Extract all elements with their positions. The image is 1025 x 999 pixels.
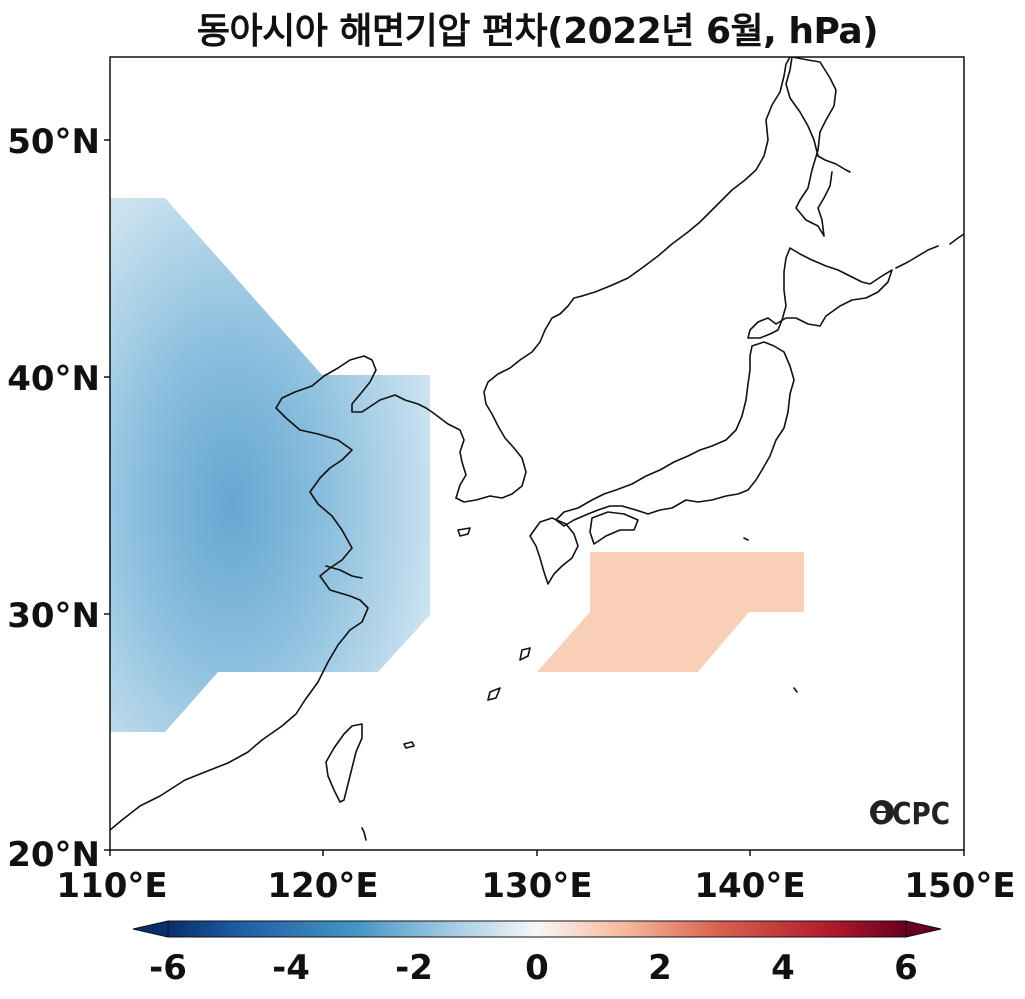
colorbar-tick-label: -6 [149,948,187,988]
lon-axis: 110°E 120°E 130°E 140°E 150°E [56,850,1016,906]
logo-text: OCPC [870,797,950,832]
positive-anomaly-region [537,552,804,672]
lon-tick-label: 110°E [56,866,167,906]
colorbar-extend-right [905,920,942,938]
coastlines [110,57,964,841]
colorbar-tick-label: 2 [648,948,672,988]
lon-tick-label: 130°E [481,866,592,906]
colorbar-tick-label: -4 [272,948,310,988]
lon-tick-label: 150°E [904,866,1015,906]
lat-tick-label: 50°N [7,122,100,162]
lat-tick-label: 30°N [7,596,100,636]
lat-axis: 20°N 30°N 40°N 50°N [7,122,110,875]
colorbar-tick-label: 6 [894,948,918,988]
lat-tick-label: 20°N [7,835,100,875]
colorbar-tick-label: -2 [395,948,433,988]
colorbar-extend-left [132,920,169,938]
colorbar-tick-label: 0 [525,948,549,988]
lon-tick-label: 140°E [694,866,805,906]
map-title: 동아시아 해면기압 편차(2022년 6월, hPa) [196,11,879,52]
lon-tick-label: 120°E [267,866,378,906]
negative-anomaly-region [110,198,430,732]
colorbar-body [167,920,907,938]
colorbar: -6 -4 -2 0 2 4 6 [132,920,942,988]
lat-tick-label: 40°N [7,359,100,399]
colorbar-tick-label: 4 [771,948,795,988]
ocpc-logo: OCPC [870,797,950,832]
